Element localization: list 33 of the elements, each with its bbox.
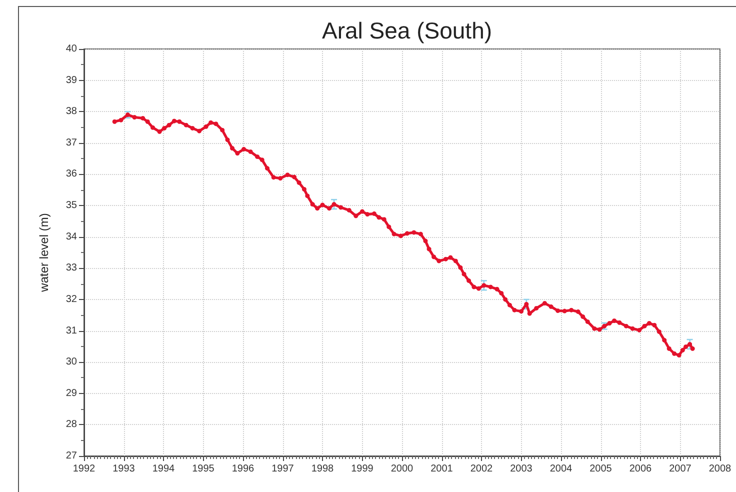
y-tick-label: 30 (66, 356, 78, 368)
y-tick-label: 38 (66, 106, 78, 118)
chart-title: Aral Sea (South) (322, 18, 492, 44)
x-tick-label: 1996 (232, 464, 255, 474)
x-tick-label: 2000 (390, 464, 414, 474)
x-tick-label: 2006 (629, 464, 652, 474)
x-tick-label: 2003 (510, 464, 533, 474)
y-tick-label: 36 (66, 168, 78, 180)
y-tick-label: 37 (66, 137, 78, 148)
y-tick-label: 27 (66, 450, 78, 462)
y-tick-label: 31 (66, 325, 78, 336)
y-axis-title: water level (m) (37, 213, 51, 293)
x-tick-label: 2007 (669, 464, 692, 474)
y-tick-label: 34 (66, 231, 78, 242)
x-tick-label: 2001 (430, 464, 454, 474)
x-tick-label: 1994 (152, 464, 176, 474)
x-tick-label: 1997 (272, 464, 294, 474)
x-tick-label: 2002 (470, 464, 494, 474)
y-tick-label: 32 (66, 294, 78, 305)
y-tick-label: 33 (66, 262, 78, 274)
x-tick-label: 1995 (192, 464, 215, 474)
x-tick-label: 2004 (550, 464, 573, 474)
x-tick-label: 2008 (708, 464, 732, 474)
y-tick-label: 39 (66, 74, 78, 86)
x-tick-label: 1993 (112, 464, 136, 474)
x-tick-label: 2005 (590, 464, 612, 474)
y-tick-label: 35 (66, 200, 78, 212)
x-tick-label: 1992 (72, 464, 96, 474)
x-tick-label: 1998 (311, 464, 334, 474)
x-tick-label: 1999 (351, 464, 374, 474)
y-tick-label: 29 (66, 388, 78, 399)
y-tick-label: 28 (66, 419, 78, 430)
y-tick-label: 40 (66, 44, 78, 54)
